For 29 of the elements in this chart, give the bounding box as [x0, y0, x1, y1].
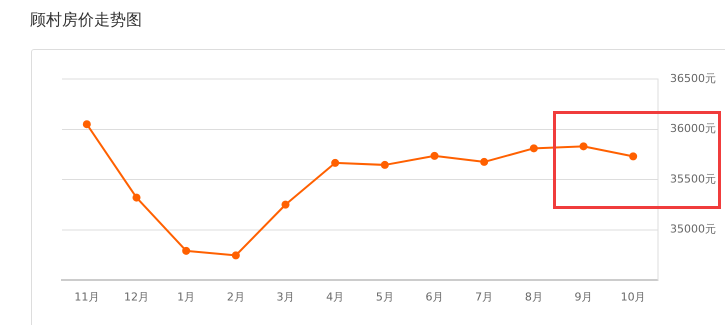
point: [580, 142, 588, 150]
point: [132, 194, 140, 202]
point: [530, 144, 538, 152]
point: [331, 158, 340, 167]
x-tick-label: 2月: [226, 290, 245, 304]
chart-title: 顾村房价走势图: [30, 10, 142, 31]
x-tick-label: 8月: [524, 290, 543, 304]
point: [430, 152, 438, 160]
x-tick-label: 3月: [276, 290, 294, 304]
point: [480, 158, 488, 166]
x-tick-label: 11月: [74, 290, 100, 304]
x-tick-label: 9月: [574, 290, 592, 304]
point: [380, 160, 389, 169]
y-tick-label: 36000元: [670, 122, 716, 136]
x-tick-label: 10月: [620, 290, 646, 304]
point: [182, 246, 190, 255]
y-tick-label: 35000元: [670, 222, 716, 236]
x-tick-label: 6月: [426, 290, 444, 304]
x-tick-label: 12月: [124, 290, 149, 304]
x-tick-label: 4月: [326, 290, 344, 304]
x-tick-label: 5月: [376, 290, 394, 304]
point: [282, 200, 290, 209]
x-tick-label: 7月: [475, 290, 494, 304]
y-tick-label: 35500元: [670, 172, 716, 186]
point: [82, 120, 91, 128]
point: [232, 251, 240, 260]
point: [629, 152, 638, 160]
x-tick-label: 1月: [177, 290, 196, 304]
y-tick-label: 36500元: [670, 72, 716, 85]
